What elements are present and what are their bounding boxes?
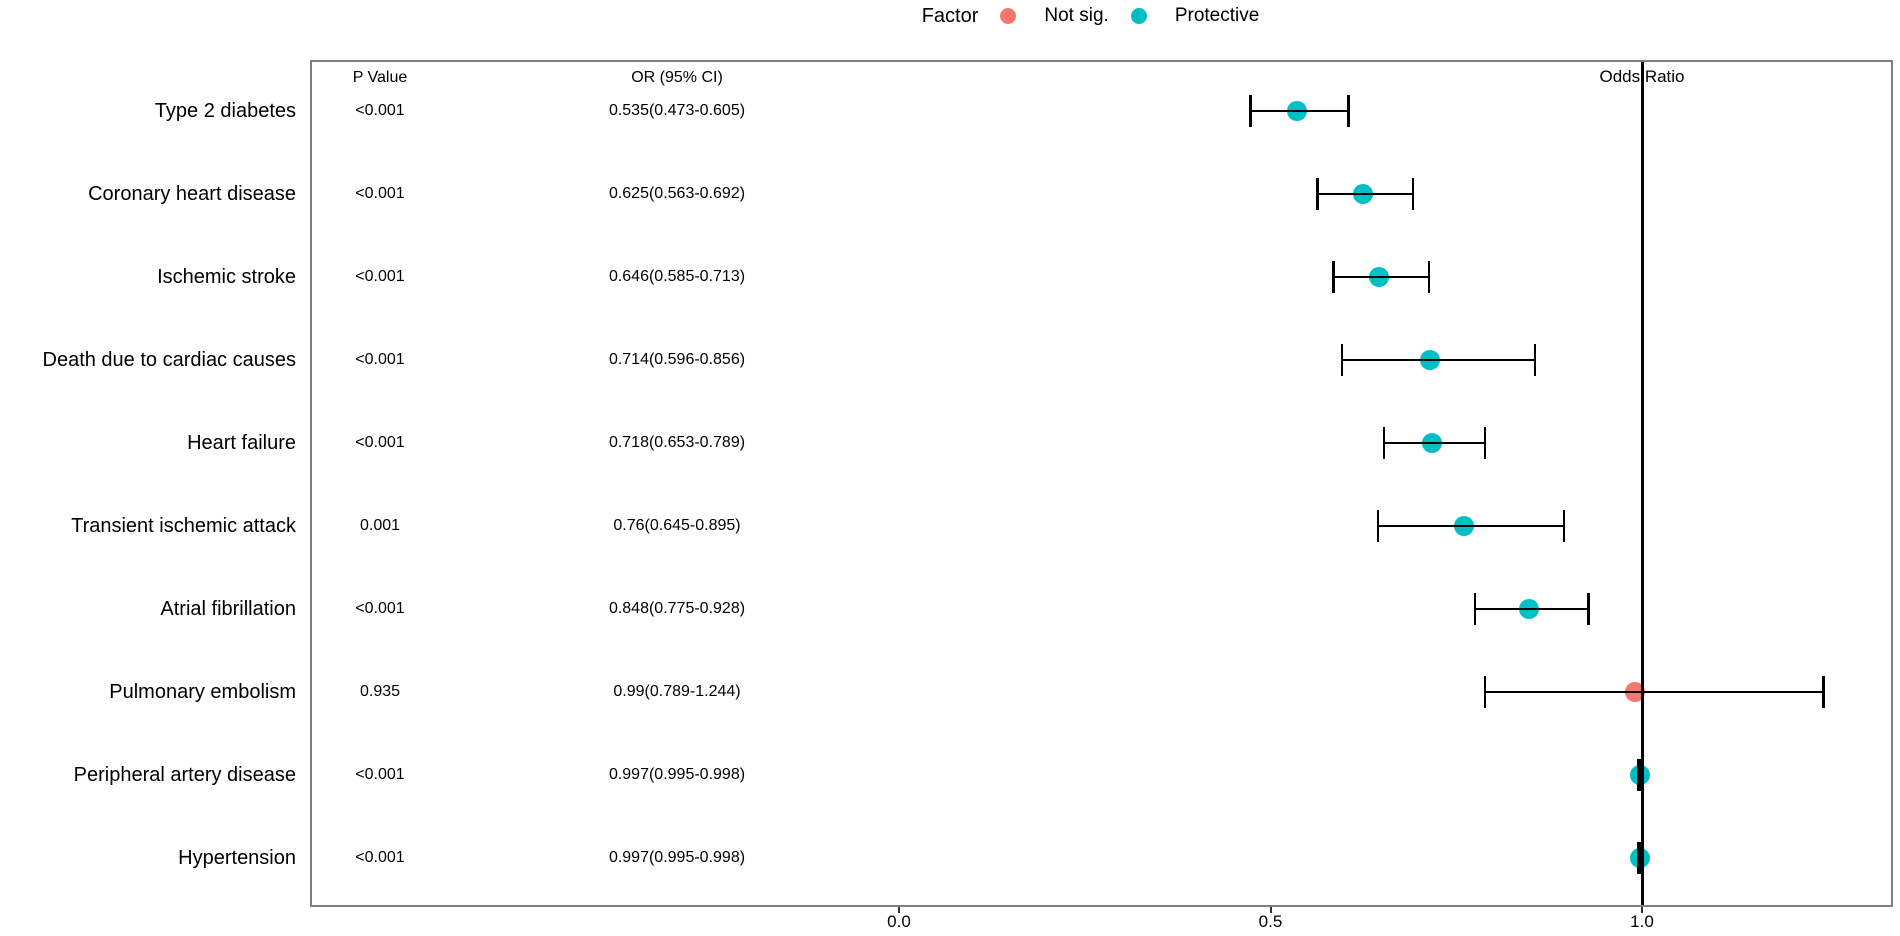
ci-cap-low xyxy=(1249,95,1252,127)
ci-cap-low xyxy=(1637,842,1640,874)
ci-cap-high xyxy=(1639,842,1642,874)
row-label: Type 2 diabetes xyxy=(154,100,296,122)
p-value-cell: <0.001 xyxy=(355,849,405,866)
p-value-cell: <0.001 xyxy=(355,185,405,202)
or-ci-cell: 0.997(0.995-0.998) xyxy=(608,849,746,866)
ci-line xyxy=(1333,275,1429,279)
ci-cap-low xyxy=(1382,427,1386,459)
p-value-cell: <0.001 xyxy=(355,434,405,451)
ci-cap-low xyxy=(1376,510,1380,542)
legend-item-label: Not sig. xyxy=(1044,5,1109,26)
ci-cap-low xyxy=(1483,676,1487,708)
x-axis-title: Odds Ratio xyxy=(1599,67,1685,86)
p-value-cell: <0.001 xyxy=(355,102,405,119)
x-tick-label: 1.0 xyxy=(1630,912,1654,931)
ci-cap-low xyxy=(1332,261,1335,293)
p-value-cell: 0.001 xyxy=(359,517,401,534)
ci-cap-low xyxy=(1340,344,1344,376)
ci-line xyxy=(1485,690,1824,694)
row-label: Coronary heart disease xyxy=(88,183,296,205)
ci-cap-low xyxy=(1473,593,1477,625)
or-ci-cell: 0.848(0.775-0.928) xyxy=(608,600,746,617)
ci-cap-high xyxy=(1562,510,1566,542)
or-ci-cell: 0.714(0.596-0.856) xyxy=(608,351,746,368)
column-header-pvalue: P Value xyxy=(352,69,408,86)
legend: Factor Not sig. Protective xyxy=(310,0,1893,32)
row-label: Death due to cardiac causes xyxy=(42,349,297,371)
ci-line xyxy=(1250,109,1349,113)
x-tick-label: 0.5 xyxy=(1258,912,1283,931)
x-tick-mark xyxy=(898,907,900,913)
reference-line-or-1 xyxy=(1641,62,1644,905)
legend-key-dot-icon xyxy=(1130,8,1147,24)
row-label: Pulmonary embolism xyxy=(109,681,296,703)
or-ci-cell: 0.646(0.585-0.713) xyxy=(608,268,746,285)
ci-cap-high xyxy=(1639,759,1642,791)
or-ci-cell: 0.99(0.789-1.244) xyxy=(613,683,741,700)
ci-cap-high xyxy=(1347,95,1350,127)
row-label: Peripheral artery disease xyxy=(73,764,296,786)
row-label: Atrial fibrillation xyxy=(160,598,296,620)
p-value-cell: <0.001 xyxy=(355,351,405,368)
p-value-cell: <0.001 xyxy=(355,600,405,617)
legend-title: Factor xyxy=(921,4,979,27)
row-label: Ischemic stroke xyxy=(157,266,296,288)
x-tick-label: 0.0 xyxy=(887,912,911,931)
ci-cap-low xyxy=(1316,178,1319,210)
or-ci-cell: 0.718(0.653-0.789) xyxy=(608,434,746,451)
or-ci-cell: 0.535(0.473-0.605) xyxy=(608,102,746,119)
legend-item-label: Protective xyxy=(1174,5,1260,26)
ci-line xyxy=(1378,524,1564,528)
ci-cap-high xyxy=(1411,178,1415,210)
or-ci-cell: 0.997(0.995-0.998) xyxy=(608,766,746,783)
ci-cap-low xyxy=(1637,759,1640,791)
row-label: Transient ischemic attack xyxy=(71,515,296,537)
ci-cap-high xyxy=(1427,261,1430,293)
p-value-cell: <0.001 xyxy=(355,766,405,783)
ci-line xyxy=(1474,607,1589,611)
ci-line xyxy=(1341,358,1535,362)
p-value-cell: <0.001 xyxy=(355,268,405,285)
column-header-or-ci: OR (95% CI) xyxy=(631,69,723,86)
or-ci-cell: 0.625(0.563-0.692) xyxy=(608,185,746,202)
ci-cap-high xyxy=(1822,676,1825,708)
ci-cap-high xyxy=(1533,344,1537,376)
p-value-cell: 0.935 xyxy=(359,683,401,700)
x-tick-mark xyxy=(1641,907,1643,913)
row-label: Hypertension xyxy=(178,847,296,869)
ci-cap-high xyxy=(1483,427,1487,459)
legend-items: Not sig. Protective xyxy=(1000,5,1281,27)
ci-line xyxy=(1384,441,1486,445)
plot-panel xyxy=(310,60,1893,907)
row-label: Heart failure xyxy=(187,432,296,454)
x-tick-mark xyxy=(1269,907,1272,913)
legend-key-dot-icon xyxy=(1000,8,1017,24)
or-ci-cell: 0.76(0.645-0.895) xyxy=(613,517,741,534)
ci-cap-high xyxy=(1587,593,1590,625)
ci-line xyxy=(1317,192,1414,196)
